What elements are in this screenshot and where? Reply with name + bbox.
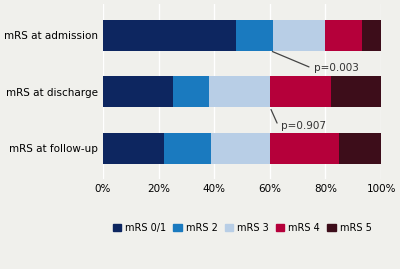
Bar bbox=[326, 20, 362, 51]
Bar bbox=[270, 133, 339, 164]
Bar bbox=[209, 76, 270, 107]
Bar bbox=[103, 76, 172, 107]
Bar bbox=[212, 133, 270, 164]
Bar bbox=[103, 133, 164, 164]
Bar bbox=[331, 76, 381, 107]
Text: p=0.003: p=0.003 bbox=[314, 63, 359, 73]
Bar bbox=[164, 133, 212, 164]
Text: p=0.907: p=0.907 bbox=[281, 121, 326, 130]
Bar bbox=[362, 20, 381, 51]
Bar bbox=[236, 20, 273, 51]
Bar bbox=[103, 20, 236, 51]
Bar bbox=[339, 133, 381, 164]
Legend: mRS 0/1, mRS 2, mRS 3, mRS 4, mRS 5: mRS 0/1, mRS 2, mRS 3, mRS 4, mRS 5 bbox=[109, 219, 375, 237]
Bar bbox=[273, 20, 326, 51]
Bar bbox=[270, 76, 331, 107]
Bar bbox=[172, 76, 209, 107]
